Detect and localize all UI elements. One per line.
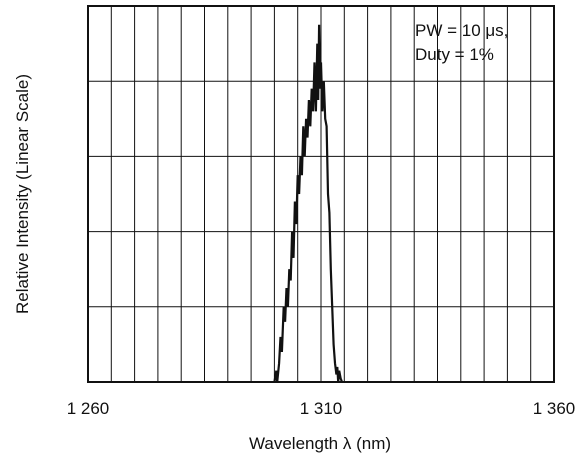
plot-frame <box>87 5 555 383</box>
annotation-line: Duty = 1% <box>415 45 494 64</box>
series-line <box>273 24 344 383</box>
grid <box>88 6 554 382</box>
y-axis-label: Relative Intensity (Linear Scale) <box>13 74 32 314</box>
x-tick-label: 1 310 <box>300 399 343 418</box>
annotation: PW = 10 μs, Duty = 1% <box>415 21 508 64</box>
x-axis-label: Wavelength λ (nm) <box>249 434 391 453</box>
x-tick-label: 1 360 <box>533 399 576 418</box>
series-layer <box>273 24 344 383</box>
x-tick-label: 1 260 <box>67 399 110 418</box>
annotation-line: PW = 10 μs, <box>415 21 508 40</box>
x-tick-labels: 1 260 1 310 1 360 <box>67 399 576 418</box>
